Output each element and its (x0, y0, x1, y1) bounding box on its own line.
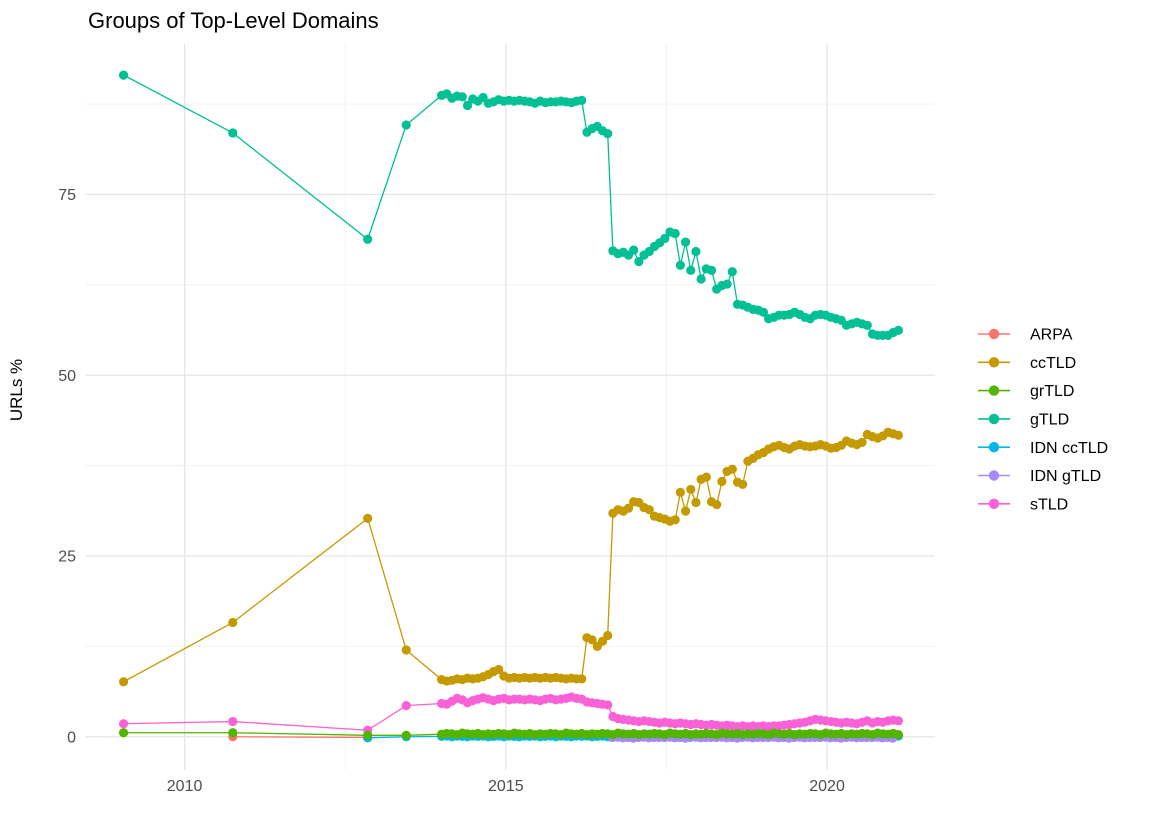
data-point (228, 128, 238, 138)
series-line (123, 74, 899, 337)
gridlines (85, 44, 935, 770)
legend-label: sTLD (1030, 496, 1068, 513)
data-point (118, 719, 129, 729)
data-point (462, 100, 473, 111)
legend-label: ccTLD (1030, 355, 1076, 372)
data-point (712, 500, 722, 510)
data-point (862, 320, 872, 330)
data-point (758, 307, 769, 317)
series-gTLD (118, 70, 904, 341)
axis-tick-labels: 0 25 50 75 2010 2015 2020 (58, 187, 845, 795)
y-tick-label: 75 (58, 187, 76, 204)
series-ccTLD (118, 427, 904, 687)
data-point (660, 233, 670, 244)
data-point (228, 728, 238, 738)
x-tick-label: 2020 (809, 778, 845, 795)
data-point (670, 515, 680, 525)
legend-label: grTLD (1030, 383, 1074, 400)
legend-item-IDN-ccTLD: IDN ccTLD (978, 440, 1108, 457)
data-point (701, 472, 711, 482)
data-point (401, 645, 411, 655)
data-point (717, 476, 727, 487)
data-point (401, 701, 411, 711)
data-point (629, 245, 639, 255)
data-point (623, 503, 634, 513)
data-point (893, 325, 904, 335)
data-point (738, 479, 748, 489)
legend-item-gTLD: gTLD (978, 412, 1069, 429)
data-point (118, 728, 129, 738)
data-point (401, 120, 411, 130)
data-point (857, 437, 867, 448)
data-point (401, 730, 411, 740)
data-point (706, 265, 717, 275)
data-point (603, 630, 613, 641)
legend-item-IDN-gTLD: IDN gTLD (978, 468, 1101, 485)
data-point (577, 674, 587, 684)
data-point (363, 730, 373, 740)
data-point (680, 506, 691, 516)
data-point (670, 228, 680, 239)
legend-key-dot (988, 470, 1000, 481)
legend-key-dot (988, 357, 1000, 368)
data-point (634, 257, 644, 267)
legend-key-dot (988, 442, 1000, 453)
chart-title: Groups of Top-Level Domains (88, 8, 379, 33)
data-point (587, 635, 597, 645)
legend-key-dot (988, 385, 1000, 396)
data-point (675, 487, 685, 497)
series-sTLD (118, 692, 904, 735)
legend-item-ccTLD: ccTLD (978, 355, 1076, 372)
series-line (232, 736, 368, 739)
data-point (691, 246, 701, 257)
series-grTLD (118, 728, 904, 740)
data-point (675, 260, 685, 270)
legend-key-dot (988, 413, 1000, 425)
legend-label: ARPA (1030, 327, 1073, 344)
data-point (603, 700, 613, 710)
data-point (603, 129, 613, 139)
data-point (494, 664, 504, 675)
data-point (696, 274, 706, 284)
y-tick-label: 0 (67, 729, 76, 746)
data-point (363, 234, 373, 244)
x-tick-label: 2010 (167, 778, 203, 795)
series-line (123, 431, 899, 683)
x-tick-label: 2015 (488, 778, 524, 795)
data-point (577, 95, 587, 105)
legend-item-ARPA: ARPA (978, 327, 1073, 344)
data-point (691, 497, 701, 508)
data-point (893, 430, 904, 440)
legend-label: IDN gTLD (1030, 468, 1101, 485)
data-point (644, 505, 654, 515)
legend-label: gTLD (1030, 412, 1069, 429)
data-point (686, 265, 696, 275)
data-point (118, 70, 129, 80)
data-point (727, 267, 737, 277)
data-point (893, 729, 904, 740)
legend: ARPA ccTLD grTLD gTLD IDN ccTLD IDN gTLD sTLD (978, 327, 1108, 513)
data-point (228, 716, 238, 727)
legend-key-dot (988, 328, 1000, 340)
series-layer (118, 70, 904, 743)
data-point (686, 484, 696, 495)
data-point (893, 716, 904, 726)
legend-label: IDN ccTLD (1030, 440, 1108, 457)
data-point (680, 237, 691, 247)
legend-item-grTLD: grTLD (978, 383, 1074, 400)
y-tick-label: 25 (58, 549, 76, 566)
data-point (363, 513, 373, 523)
data-point (228, 617, 238, 628)
data-point (118, 677, 129, 687)
y-tick-label: 50 (58, 368, 76, 385)
data-point (457, 92, 467, 102)
y-axis-title: URLs % (7, 359, 26, 421)
legend-key-dot (988, 498, 1000, 509)
legend-item-sTLD: sTLD (978, 496, 1068, 513)
data-point (722, 279, 732, 289)
data-point (727, 464, 737, 474)
